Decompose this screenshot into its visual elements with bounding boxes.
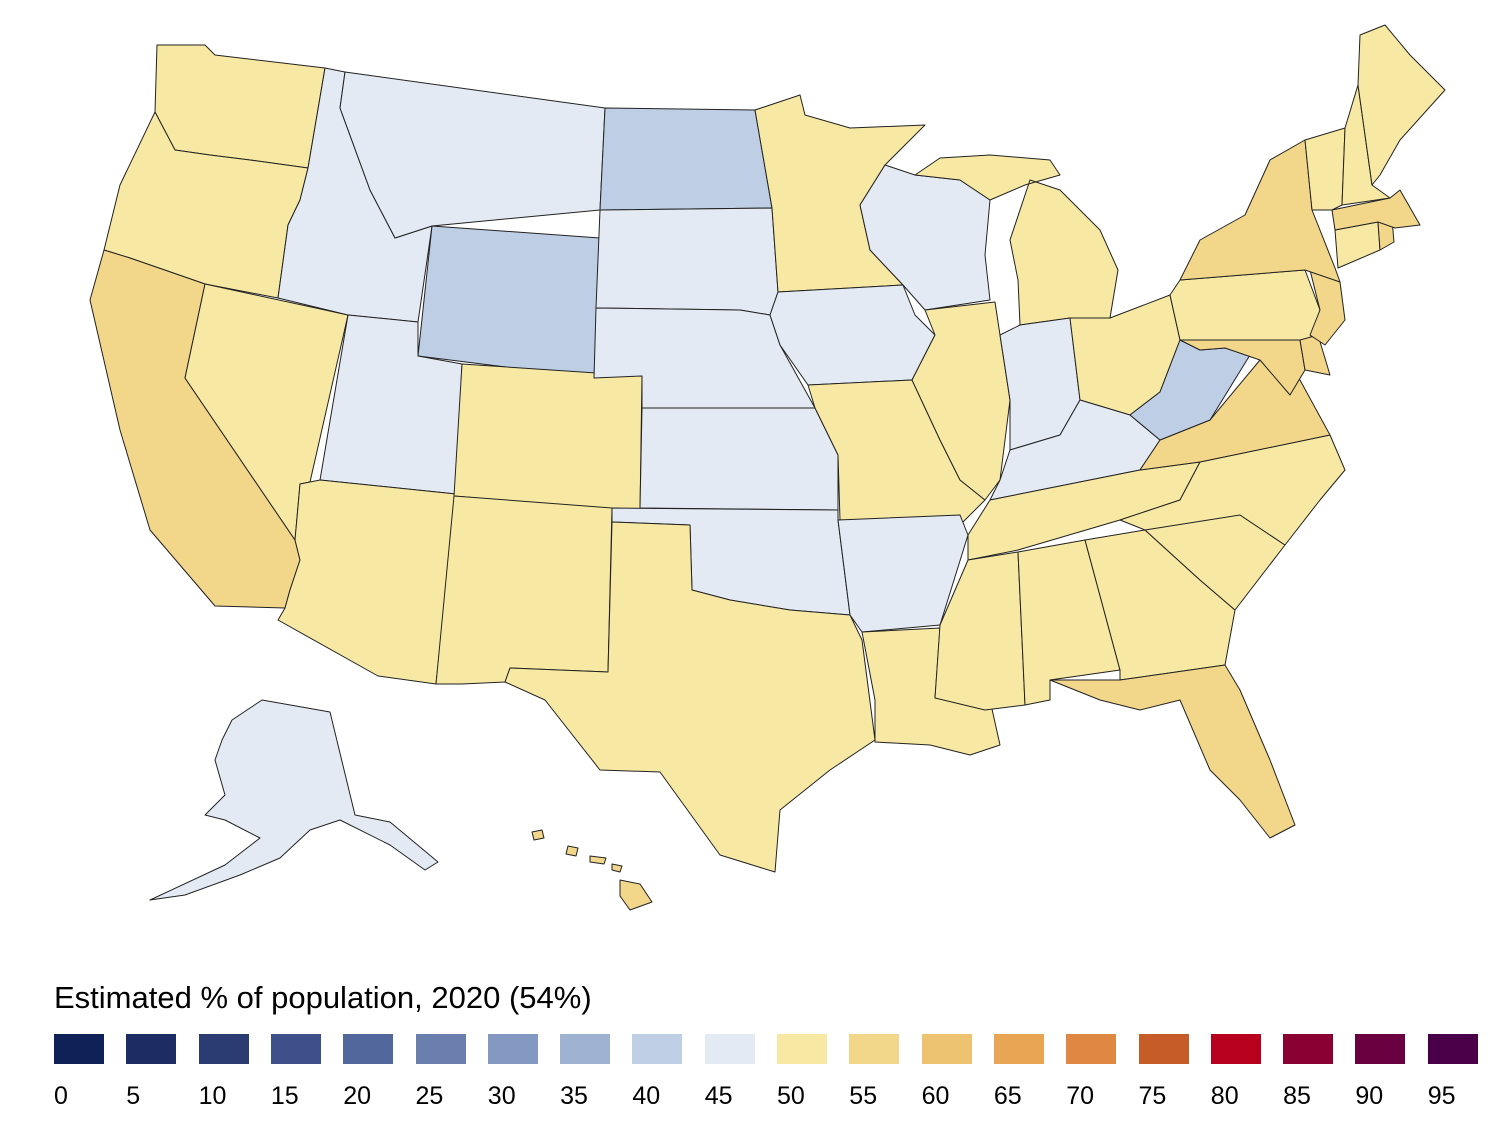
state-VT <box>1304 127 1346 211</box>
legend-tick-label: 30 <box>487 1082 516 1110</box>
legend-swatch-20 <box>343 1034 394 1064</box>
legend-tick-label: 80 <box>1210 1082 1239 1110</box>
legend-tick-label: 70 <box>1066 1082 1094 1110</box>
legend-tick-label: 15 <box>270 1082 299 1110</box>
state-IL <box>911 301 1011 501</box>
legend-tick-label: 10 <box>198 1082 227 1110</box>
legend-title: Estimated % of population, 2020 (54%) <box>54 980 592 1015</box>
legend-swatch-85 <box>1283 1034 1334 1064</box>
state-HI <box>531 829 653 911</box>
legend-swatch-70 <box>1066 1034 1117 1064</box>
legend-swatch-0 <box>54 1034 104 1064</box>
legend-swatch-10 <box>198 1034 249 1064</box>
legend-swatch-55 <box>849 1034 900 1064</box>
legend-tick-label: 85 <box>1283 1082 1311 1110</box>
state-WI <box>859 164 991 311</box>
legend-tick-label: 35 <box>560 1082 588 1110</box>
legend-swatch-80 <box>1210 1034 1261 1064</box>
state-NC <box>1119 434 1346 546</box>
state-ND <box>599 107 773 211</box>
legend-tick-label: 75 <box>1138 1082 1167 1110</box>
state-TX <box>504 521 876 873</box>
legend-tick-label: 60 <box>921 1082 950 1110</box>
legend-swatch-50 <box>777 1034 827 1064</box>
legend-swatch-90 <box>1355 1034 1406 1064</box>
legend-swatch-15 <box>270 1034 321 1064</box>
state-ME <box>1357 24 1446 186</box>
state-MA <box>1331 189 1421 231</box>
legend-swatch-40 <box>632 1034 683 1064</box>
legend-tick-label: 65 <box>993 1082 1022 1110</box>
legend-swatch-30 <box>487 1034 538 1064</box>
legend-tick-label: 0 <box>54 1082 68 1110</box>
legend-tick-label: 5 <box>126 1082 141 1110</box>
legend-swatch-75 <box>1138 1034 1189 1064</box>
state-CO <box>453 363 643 513</box>
legend-tick-label: 90 <box>1355 1082 1384 1110</box>
legend-swatch-45 <box>704 1034 755 1064</box>
legend-tick-label: 40 <box>632 1082 661 1110</box>
legend-tick-label: 55 <box>849 1082 878 1110</box>
legend-swatch-60 <box>921 1034 972 1064</box>
state-KS <box>639 407 839 511</box>
legend-swatch-35 <box>560 1034 611 1064</box>
state-PA <box>1169 269 1321 341</box>
state-AK <box>149 699 439 901</box>
legend: 0 5 10 15 20 25 30 35 40 45 50 55 60 65 70 75 80 85 90 95 <box>54 1034 1484 1114</box>
legend-swatch-65 <box>993 1034 1044 1064</box>
state-IA <box>769 284 936 386</box>
legend-tick-label: 95 <box>1427 1082 1456 1110</box>
state-FL <box>1049 664 1296 839</box>
legend-swatch-95 <box>1427 1034 1478 1064</box>
state-AZ <box>277 479 457 685</box>
legend-swatch-25 <box>415 1034 466 1064</box>
state-SD <box>595 207 779 316</box>
state-NM <box>435 495 613 685</box>
legend-tick-label: 20 <box>343 1082 371 1110</box>
legend-tick-label: 45 <box>704 1082 733 1110</box>
legend-swatch-5 <box>126 1034 177 1064</box>
legend-tick-label: 50 <box>777 1082 805 1110</box>
choropleth-map <box>89 24 1446 911</box>
legend-tick-label: 25 <box>415 1082 444 1110</box>
state-WA <box>154 44 326 169</box>
state-WY <box>417 225 601 379</box>
